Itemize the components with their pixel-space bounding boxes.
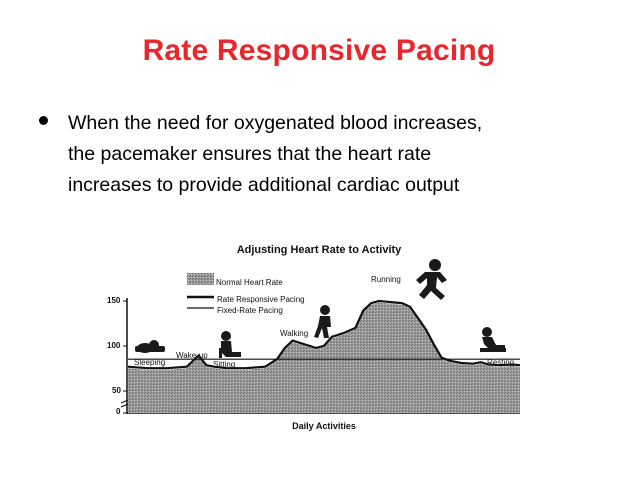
slide-title: Rate Responsive Pacing bbox=[142, 34, 496, 67]
legend-label-fixed-rate: Fixed-Rate Pacing bbox=[217, 306, 283, 315]
activity-label-sitting: Sitting bbox=[213, 360, 236, 369]
bullet-text: When the need for oxygenated blood incre… bbox=[68, 108, 628, 201]
x-axis-label: Daily Activities bbox=[292, 421, 356, 431]
figure-title: Adjusting Heart Rate to Activity bbox=[236, 244, 402, 256]
bullet-line: When the need for oxygenated blood incre… bbox=[68, 112, 483, 134]
sleeping-person-icon bbox=[135, 340, 165, 353]
bullet-line: the pacemaker ensures that the heart rat… bbox=[68, 143, 432, 165]
bullet-marker bbox=[39, 116, 48, 125]
series-rate-responsive-pacing bbox=[127, 299, 521, 370]
y-tick-label: 100 bbox=[107, 341, 121, 350]
legend-swatch-normal bbox=[187, 273, 214, 285]
bullet-line: increases to provide additional cardiac … bbox=[68, 174, 460, 196]
y-tick-label: 0 bbox=[116, 407, 121, 416]
walking-person-icon bbox=[314, 305, 331, 338]
legend-label-rate-responsive: Rate Responsive Pacing bbox=[217, 295, 305, 304]
activity-label-running: Running bbox=[371, 275, 401, 284]
legend-label-normal: Normal Heart Rate bbox=[216, 278, 283, 287]
resting-person-icon bbox=[480, 327, 506, 352]
series-normal-heart-rate bbox=[128, 302, 520, 413]
chart-series bbox=[127, 299, 521, 413]
y-tick-label: 50 bbox=[112, 386, 121, 395]
sitting-person-icon bbox=[219, 331, 241, 358]
activity-label-walking: Walking bbox=[280, 329, 309, 338]
activity-label-wake-up: Wake-up bbox=[176, 351, 208, 360]
y-tick-label: 150 bbox=[107, 296, 121, 305]
running-person-icon bbox=[416, 259, 447, 300]
activity-label-resting: Resting bbox=[487, 358, 515, 367]
activity-label-sleeping: Sleeping bbox=[134, 358, 166, 367]
